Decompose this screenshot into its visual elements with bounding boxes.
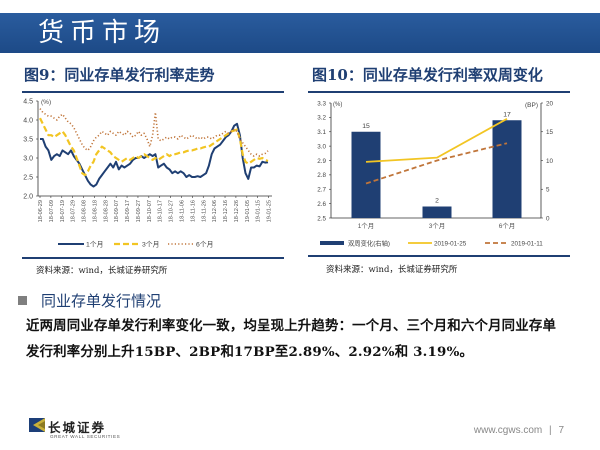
series-line-2	[39, 117, 269, 177]
y-axis-unit-label: (%)	[41, 99, 51, 106]
logo-english-name: GREAT WALL SECURITIES	[50, 434, 121, 439]
left-y-tick-label: 3.2	[317, 115, 326, 122]
y-tick-label: 4.5	[23, 99, 33, 106]
x-tick-label: 18-12-26	[234, 200, 240, 222]
right-y-tick-label: 0	[546, 215, 550, 222]
left-y-tick-label: 2.7	[317, 187, 326, 194]
figure-10-chart: (%) (BP)3.33.23.13.02.92.82.72.62.5201510…	[317, 100, 554, 247]
x-tick-label: 19-01-25	[267, 200, 273, 222]
x-tick-label: 18-08-18	[92, 200, 98, 222]
figure-10-bottom-rule	[308, 255, 570, 257]
left-y-tick-label: 3.0	[317, 143, 326, 150]
figure-10-title: 图10：同业存单发行利率双周变化	[312, 66, 543, 84]
y-tick-label: 2.5	[23, 175, 33, 182]
x-category-label: 1个月	[358, 222, 375, 230]
figure-9-source: 资料来源：wind，长城证券研究所	[36, 266, 168, 276]
x-tick-label: 18-09-07	[114, 200, 120, 222]
left-y-tick-label: 3.1	[317, 129, 326, 136]
left-axis-unit-label: (%)	[333, 102, 342, 108]
footer: www.cgws.com | 7	[474, 425, 564, 436]
legend-label: 2019-01-25	[434, 240, 467, 247]
legend-label: 2019-01-11	[511, 240, 543, 247]
footer-separator: |	[549, 425, 552, 436]
right-y-tick-label: 10	[546, 158, 554, 165]
left-y-tick-label: 2.9	[317, 158, 326, 165]
x-tick-label: 18-12-06	[212, 200, 218, 222]
x-tick-label: 18-11-26	[201, 200, 207, 222]
x-tick-label: 18-10-27	[169, 200, 175, 222]
series-line-3	[39, 108, 269, 157]
left-y-tick-label: 3.3	[317, 100, 326, 107]
x-tick-label: 19-01-05	[245, 200, 251, 222]
x-tick-label: 18-07-19	[60, 200, 66, 222]
x-category-label: 6个月	[499, 222, 516, 230]
x-tick-label: 18-12-16	[223, 200, 229, 222]
bar-data-label: 2	[435, 198, 439, 205]
right-axis-unit-label: (BP)	[525, 102, 538, 109]
x-tick-label: 18-06-29	[38, 200, 44, 222]
right-y-tick-label: 15	[546, 129, 554, 136]
page-number: 7	[558, 425, 564, 436]
x-tick-label: 18-09-27	[136, 200, 142, 222]
square-bullet-icon	[18, 296, 27, 305]
bar-data-label: 15	[362, 123, 370, 130]
bar-3个月	[422, 206, 452, 218]
legend-label: 3个月	[142, 241, 159, 249]
bar-1个月	[351, 131, 381, 218]
section-heading-text: 同业存单发行情况	[41, 292, 162, 310]
x-tick-label: 18-11-16	[190, 200, 196, 222]
body-text-line-1: 近两周同业存单发行利率变化一致，均呈现上升趋势：一个月、三个月和六个月同业存单	[26, 318, 557, 334]
series-line-1	[40, 122, 269, 188]
figure-9-title: 图9：同业存单发行利率走势	[24, 66, 215, 84]
left-y-tick-label: 2.5	[317, 215, 326, 222]
figure-9-chart: (%) 4.5 4.0 3.5 3.0 2.5 2.0 18-06-29 18-07-09 18-…	[23, 99, 273, 249]
right-y-tick-label: 5	[546, 187, 550, 194]
series-line-2019-01-25	[365, 118, 508, 163]
x-tick-label: 19-01-15	[256, 200, 262, 222]
x-tick-label: 18-09-17	[125, 200, 131, 222]
logo-chinese-name: 长城证券	[48, 420, 107, 435]
left-y-tick-label: 2.8	[317, 172, 326, 179]
header-bar: 货币市场	[0, 13, 600, 53]
figure-10-top-rule	[308, 91, 570, 93]
great-wall-logo-icon	[29, 418, 45, 432]
x-tick-label: 18-10-07	[147, 200, 153, 222]
y-tick-label: 4.0	[23, 118, 33, 125]
page-title: 货币市场	[38, 18, 167, 48]
legend-label: 双周变化(右轴)	[348, 238, 390, 247]
right-y-tick-label: 20	[546, 100, 554, 107]
x-tick-label: 18-07-09	[49, 200, 55, 222]
x-tick-label: 18-11-06	[179, 200, 185, 222]
section-heading: 同业存单发行情况	[18, 290, 161, 311]
left-y-tick-label: 2.6	[317, 201, 326, 208]
bar-6个月	[492, 120, 522, 218]
x-tick-label: 18-08-28	[103, 200, 109, 222]
x-tick-label: 18-08-08	[82, 200, 88, 222]
legend-label: 1个月	[86, 241, 103, 249]
legend-swatch-bar	[320, 241, 344, 245]
x-category-label: 3个月	[429, 222, 446, 230]
bar-data-label: 17	[503, 111, 511, 118]
series-line-2019-01-11	[365, 142, 508, 185]
figure-10-source: 资料来源：wind，长城证券研究所	[326, 265, 458, 275]
y-tick-label: 2.0	[23, 194, 33, 201]
figure-9-bottom-rule	[22, 257, 284, 259]
website-link[interactable]: www.cgws.com	[473, 425, 543, 436]
figure-9-top-rule	[22, 91, 284, 93]
y-tick-label: 3.5	[23, 137, 33, 144]
legend-label: 6个月	[196, 241, 213, 249]
y-tick-label: 3.0	[23, 156, 33, 163]
body-text-line-2: 发行利率分别上升15BP、2BP和17BP至2.89%、2.92%和 3.19%…	[26, 344, 474, 360]
x-tick-label: 18-10-17	[158, 200, 164, 222]
x-tick-label: 18-07-29	[71, 200, 77, 222]
